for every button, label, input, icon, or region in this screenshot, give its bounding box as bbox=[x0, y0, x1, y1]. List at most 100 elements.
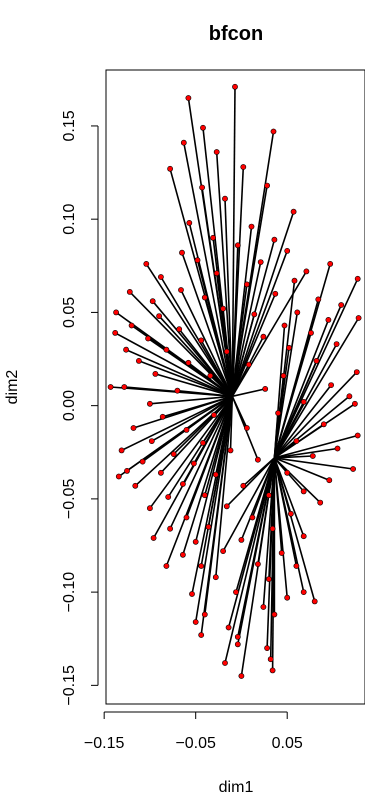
segment-56 bbox=[138, 360, 233, 398]
segment-116 bbox=[194, 396, 234, 542]
data-point-6 bbox=[167, 165, 173, 172]
data-point-33 bbox=[272, 290, 279, 297]
data-point-104 bbox=[265, 492, 272, 499]
data-point-52 bbox=[163, 346, 170, 353]
data-point-100 bbox=[326, 477, 333, 484]
data-point-120 bbox=[220, 548, 226, 554]
data-point-123 bbox=[254, 561, 261, 567]
data-point-144 bbox=[269, 667, 276, 674]
data-point-143 bbox=[238, 673, 245, 679]
segment-36 bbox=[158, 315, 233, 397]
segment-76 bbox=[133, 395, 233, 429]
segment-82 bbox=[273, 440, 297, 459]
segment-51 bbox=[125, 348, 233, 398]
data-point-32 bbox=[201, 294, 208, 301]
data-point-111 bbox=[287, 510, 294, 517]
segment-108 bbox=[273, 457, 321, 504]
segment-80 bbox=[151, 395, 233, 442]
y-tick-label-6: 0.15 bbox=[61, 110, 78, 141]
segment-74 bbox=[273, 413, 279, 458]
segment-11 bbox=[231, 211, 295, 397]
segment-49 bbox=[273, 332, 312, 459]
segment-47 bbox=[200, 340, 233, 397]
data-point-96 bbox=[350, 466, 356, 472]
segment-138 bbox=[200, 396, 234, 636]
data-point-135 bbox=[225, 624, 232, 631]
data-point-101 bbox=[124, 467, 130, 474]
data-point-92 bbox=[115, 473, 122, 480]
data-point-136 bbox=[271, 611, 278, 618]
data-point-62 bbox=[280, 372, 287, 379]
segment-128 bbox=[191, 396, 234, 595]
data-point-114 bbox=[269, 525, 276, 532]
data-point-74 bbox=[275, 410, 281, 416]
segment-5 bbox=[215, 151, 234, 397]
data-point-55 bbox=[333, 341, 340, 347]
segment-84 bbox=[121, 395, 233, 452]
data-point-15 bbox=[271, 236, 278, 243]
data-point-80 bbox=[148, 438, 155, 444]
data-point-22 bbox=[303, 268, 310, 275]
segment-1 bbox=[231, 86, 236, 397]
data-point-53 bbox=[223, 348, 230, 355]
data-point-26 bbox=[327, 260, 334, 267]
segment-38 bbox=[231, 314, 256, 397]
data-point-128 bbox=[189, 591, 195, 597]
segment-134 bbox=[194, 396, 234, 623]
data-point-24 bbox=[213, 270, 220, 277]
segment-60 bbox=[155, 373, 233, 398]
segment-16 bbox=[181, 252, 234, 397]
data-point-142 bbox=[267, 656, 274, 663]
points-layer bbox=[107, 83, 362, 679]
data-point-131 bbox=[201, 611, 208, 618]
data-point-115 bbox=[150, 535, 157, 541]
segment-115 bbox=[152, 395, 233, 539]
data-point-30 bbox=[354, 275, 361, 282]
data-point-39 bbox=[294, 309, 301, 316]
segment-44 bbox=[273, 319, 330, 459]
data-point-102 bbox=[165, 494, 172, 500]
y-tick-label-4: 0.05 bbox=[61, 297, 78, 328]
segment-83 bbox=[274, 434, 358, 459]
data-point-0 bbox=[185, 95, 192, 101]
data-point-126 bbox=[212, 574, 219, 581]
data-point-82 bbox=[293, 438, 300, 444]
y-tick-label-1: −0.10 bbox=[61, 572, 78, 613]
segment-101 bbox=[126, 395, 233, 472]
segment-144 bbox=[271, 457, 276, 671]
data-point-29 bbox=[243, 281, 250, 288]
data-point-98 bbox=[179, 481, 186, 487]
data-point-36 bbox=[156, 313, 162, 319]
data-point-125 bbox=[163, 563, 170, 569]
segment-145 bbox=[237, 457, 276, 645]
data-point-129 bbox=[233, 589, 239, 595]
data-point-112 bbox=[167, 525, 173, 532]
data-point-4 bbox=[180, 139, 187, 146]
data-point-84 bbox=[118, 447, 125, 454]
data-point-87 bbox=[334, 445, 341, 452]
segment-9 bbox=[231, 185, 268, 397]
data-point-88 bbox=[139, 458, 146, 465]
segment-28 bbox=[180, 289, 234, 397]
data-point-44 bbox=[325, 316, 332, 323]
y-axis: −0.15 −0.10 −0.05 0.00 0.05 0.10 0.15 bbox=[61, 110, 99, 706]
chart-title: bfcon bbox=[209, 23, 263, 45]
data-point-73 bbox=[211, 412, 217, 418]
x-axis-label: dim1 bbox=[219, 779, 254, 796]
segment-45 bbox=[114, 332, 233, 398]
data-point-85 bbox=[170, 451, 177, 457]
data-point-46 bbox=[145, 335, 151, 342]
segment-29 bbox=[231, 284, 248, 397]
data-point-145 bbox=[234, 641, 241, 648]
segment-32 bbox=[204, 297, 234, 397]
segment-100 bbox=[274, 457, 330, 481]
segment-106 bbox=[149, 395, 233, 509]
data-point-77 bbox=[183, 426, 190, 433]
segment-130 bbox=[273, 457, 305, 593]
data-point-1 bbox=[232, 83, 238, 90]
data-point-21 bbox=[257, 259, 264, 265]
segment-135 bbox=[227, 457, 276, 628]
data-point-94 bbox=[212, 471, 219, 478]
data-point-34 bbox=[315, 296, 322, 303]
segment-17 bbox=[231, 245, 239, 397]
